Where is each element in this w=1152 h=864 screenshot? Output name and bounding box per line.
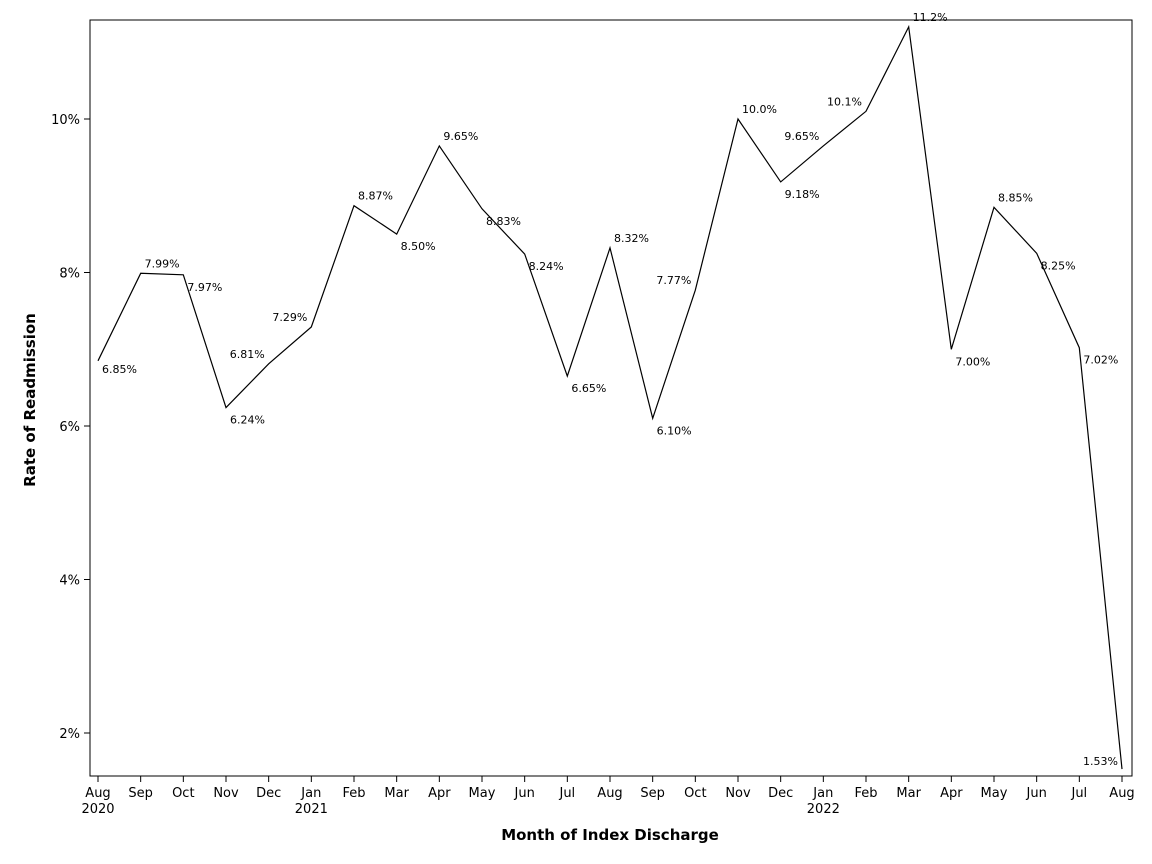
data-label: 6.10% [657,424,692,437]
data-label: 7.77% [656,274,691,287]
x-tick-label-month: May [469,786,496,801]
x-tick-label-month: Jan [812,786,833,801]
x-tick-label-year: 2020 [81,802,114,817]
x-tick-label-month: Apr [428,786,451,801]
data-label: 11.2% [913,11,948,24]
data-label: 7.99% [145,257,180,270]
x-tick-label-month: Jun [514,786,535,801]
x-tick-label-month: Dec [768,786,793,801]
x-tick-label-month: Jun [1026,786,1047,801]
x-tick-label-month: Mar [896,786,921,801]
data-label: 10.0% [742,103,777,116]
x-tick-label-month: Jul [558,786,575,801]
x-tick-label-month: Jul [1070,786,1087,801]
x-tick-label-month: Aug [597,786,622,801]
x-tick-label-month: Feb [342,786,365,801]
x-tick-label-month: Dec [256,786,281,801]
data-label: 8.87% [358,190,393,203]
data-label: 1.53% [1083,755,1118,768]
x-tick-label-month: May [981,786,1008,801]
data-label: 7.97% [187,281,222,294]
data-label: 9.65% [784,130,819,143]
x-tick-label-month: Sep [128,786,153,801]
y-axis: 2% 4% 6% 8% 10% [51,113,90,742]
x-tick-label-year: 2022 [807,802,840,817]
plot-area-frame [89,19,1133,777]
series-line-readmission-rate [97,24,1123,770]
data-label: 6.24% [230,414,265,427]
data-label: 8.83% [486,215,521,228]
x-tick-label-month: Apr [940,786,963,801]
y-tick-label: 10% [51,113,80,128]
data-label: 7.29% [272,311,307,324]
x-tick-label-month: Nov [725,786,751,801]
data-label: 6.65% [571,382,606,395]
x-tick-label-year: 2021 [295,802,328,817]
x-tick-label-month: Aug [85,786,110,801]
data-label: 9.65% [443,130,478,143]
y-tick-label: 8% [59,267,80,282]
data-label: 8.85% [998,191,1033,204]
y-tick-label: 2% [59,727,80,742]
data-label: 10.1% [827,95,862,108]
data-labels: 6.85% 7.99% 7.97% 6.24% 6.81% 7.29% 8.87% 8.50%… [102,11,1118,768]
data-label: 6.85% [102,363,137,376]
x-tick-label-month: Nov [213,786,239,801]
x-tick-label-month: Oct [172,786,194,801]
data-label: 8.32% [614,232,649,245]
x-tick-label-month: Mar [384,786,409,801]
data-label: 8.25% [1041,259,1076,272]
data-label: 7.02% [1083,354,1118,367]
x-tick-label-month: Aug [1109,786,1134,801]
x-tick-label-month: Feb [854,786,877,801]
data-label: 8.24% [529,260,564,273]
y-tick-label: 4% [59,574,80,589]
data-label: 9.18% [785,188,820,201]
data-label: 7.00% [955,355,990,368]
x-axis-title: Month of Index Discharge [501,826,719,844]
data-label: 8.50% [401,240,436,253]
y-tick-label: 6% [59,420,80,435]
y-axis-title: Rate of Readmission [21,313,39,487]
data-label: 6.81% [230,348,265,361]
x-tick-label-month: Oct [684,786,706,801]
x-tick-label-month: Sep [640,786,665,801]
x-tick-label-month: Jan [300,786,321,801]
